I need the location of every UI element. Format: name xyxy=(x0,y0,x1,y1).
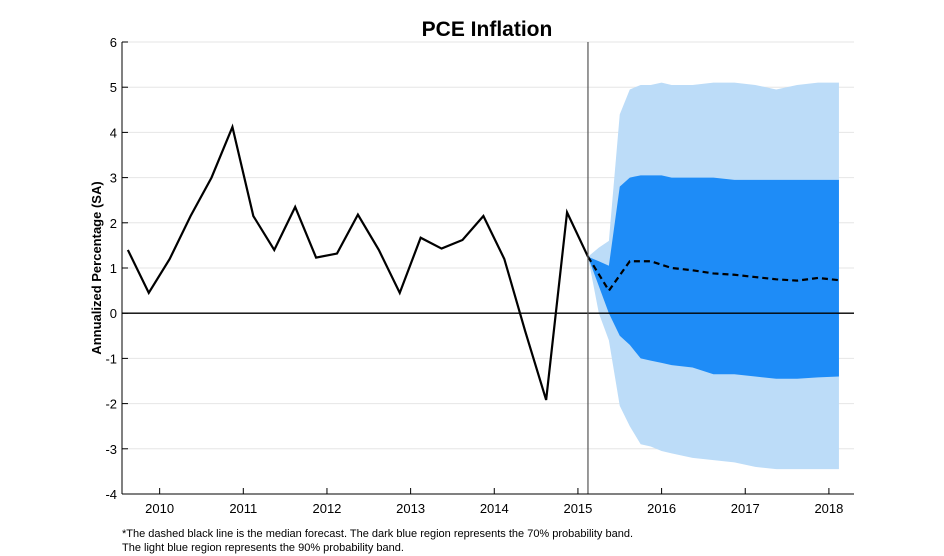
y-tick-label-4: 2 xyxy=(110,216,117,231)
y-tick-label-8: -2 xyxy=(105,397,117,412)
y-tick-label-1: 5 xyxy=(110,80,117,95)
y-axis-label: Annualized Percentage (SA) xyxy=(89,181,104,354)
chart-title: PCE Inflation xyxy=(422,18,553,41)
y-tick-label-6: 0 xyxy=(110,306,117,321)
x-tick-label-4: 2014 xyxy=(480,501,509,516)
x-tick-label-2: 2012 xyxy=(312,501,341,516)
footnote-line-1: *The dashed black line is the median for… xyxy=(122,528,633,540)
actual-inflation-line xyxy=(126,123,589,401)
y-tick-label-2: 4 xyxy=(110,125,117,140)
y-tick-label-0: 6 xyxy=(110,35,117,50)
x-tick-label-7: 2017 xyxy=(731,501,760,516)
axes xyxy=(121,41,854,495)
y-tick-label-10: -4 xyxy=(105,487,117,502)
x-tick-label-1: 2011 xyxy=(229,501,257,516)
y-tick-label-7: -1 xyxy=(105,351,117,366)
x-tick-label-8: 2018 xyxy=(814,501,843,516)
tick-labels: 6 5 4 3 2 1 0 -1 -2 -3 -4 2010 2011 2012 2013 2014 2015 2… xyxy=(105,35,843,516)
y-tick-label-9: -3 xyxy=(105,442,117,457)
band-70-percent xyxy=(587,175,839,379)
probability-bands xyxy=(587,82,839,470)
x-tick-label-3: 2013 xyxy=(396,501,425,516)
median-forecast-line xyxy=(587,256,840,293)
series-lines xyxy=(126,123,840,401)
x-tick-label-5: 2015 xyxy=(563,501,592,516)
x-tick-label-6: 2016 xyxy=(647,501,676,516)
y-tick-label-5: 1 xyxy=(110,261,117,276)
y-tick-label-3: 3 xyxy=(110,171,117,186)
x-tick-label-0: 2010 xyxy=(145,501,174,516)
footnote-line-2: The light blue region represents the 90%… xyxy=(122,542,404,554)
